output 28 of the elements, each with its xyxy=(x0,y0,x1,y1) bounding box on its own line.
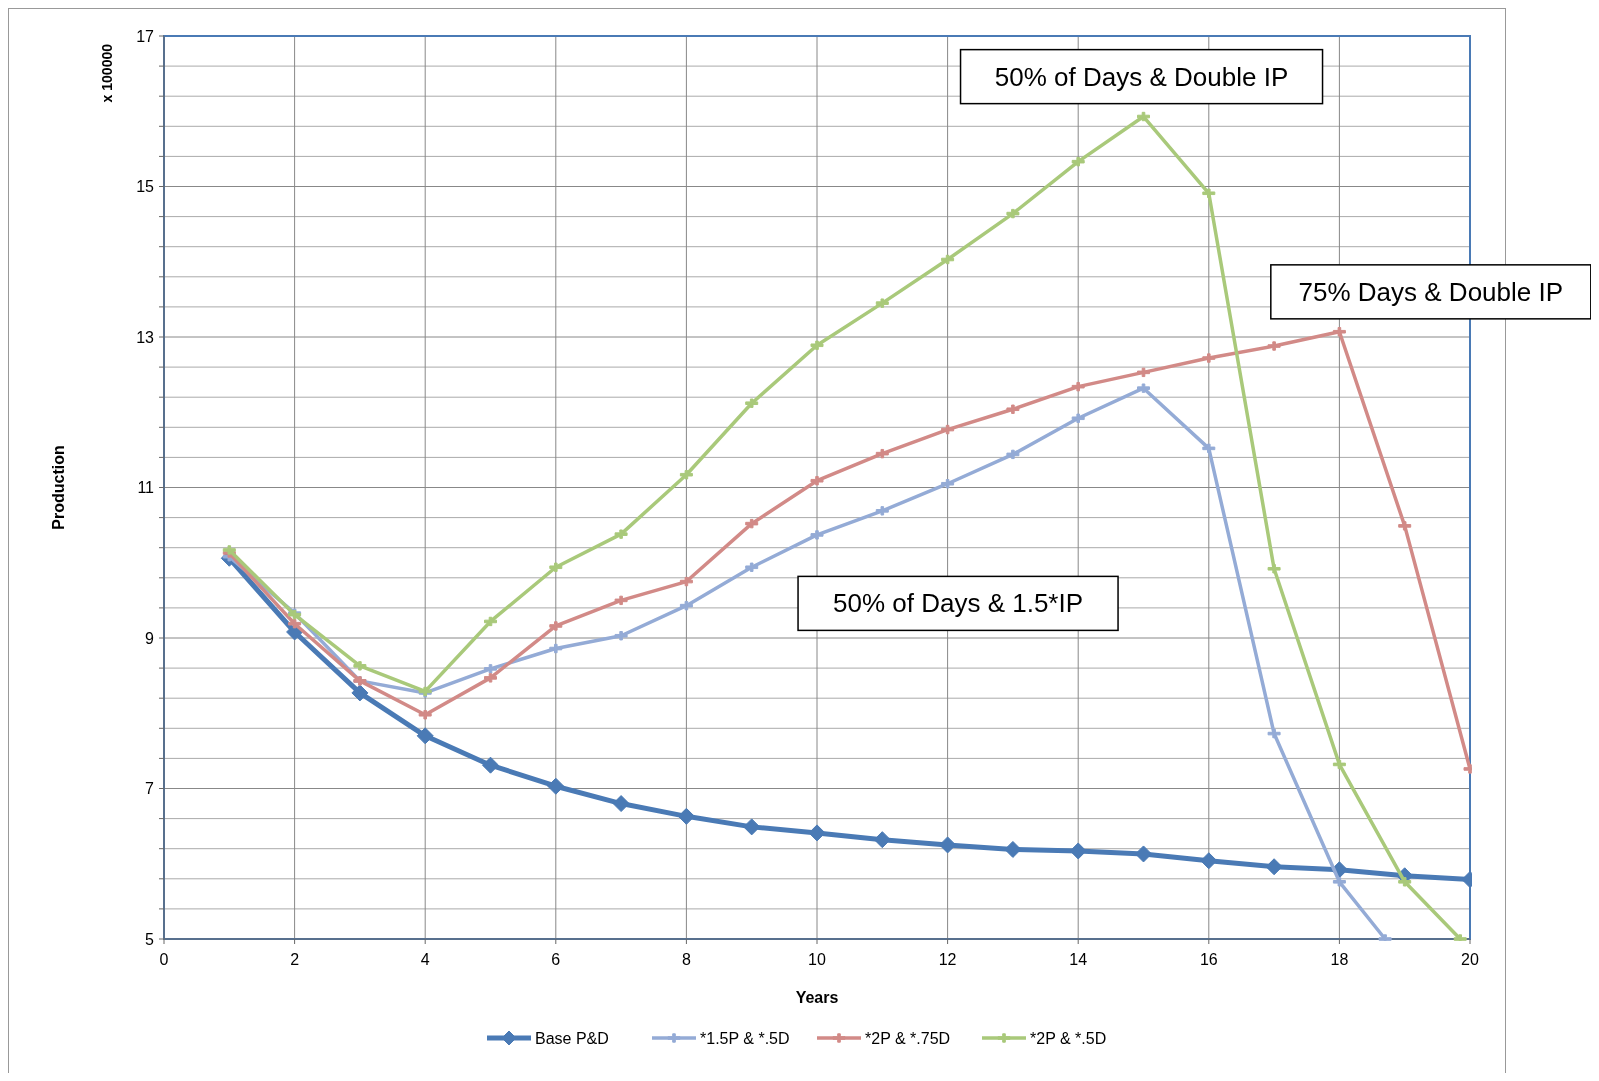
y-tick-label: 5 xyxy=(145,930,155,948)
x-tick-label: 6 xyxy=(551,951,561,968)
x-tick-label: 12 xyxy=(938,951,957,968)
x-tick-label: 4 xyxy=(420,951,430,968)
legend-label: Base P&D xyxy=(535,1029,609,1047)
legend-label: *2P & *.5D xyxy=(1030,1029,1107,1047)
annotation: 50% of Days & 1.5*IP xyxy=(833,588,1084,619)
y-tick-label: 11 xyxy=(137,479,155,497)
x-tick-label: 16 xyxy=(1199,951,1218,968)
y-tick-label: 17 xyxy=(136,27,155,45)
y-tick-label: 15 xyxy=(136,178,155,196)
x-tick-label: 18 xyxy=(1330,951,1349,968)
x-tick-label: 8 xyxy=(681,951,691,968)
y-tick-label: 7 xyxy=(145,780,155,798)
y-axis-title: Production xyxy=(50,445,67,530)
x-tick-label: 0 xyxy=(159,951,169,968)
x-axis-title: Years xyxy=(795,989,839,1006)
x-tick-label: 2 xyxy=(290,951,300,968)
y-tick-label: 9 xyxy=(145,629,155,647)
x-tick-label: 14 xyxy=(1069,951,1088,968)
x-tick-label: 20 xyxy=(1461,951,1479,968)
legend-label: *1.5P & *.5D xyxy=(700,1029,790,1047)
x-tick-label: 10 xyxy=(808,951,826,968)
annotation: 75% Days & Double IP xyxy=(1298,276,1564,307)
text: x 100000 xyxy=(99,43,115,103)
legend-label: *2P & *.75D xyxy=(865,1029,951,1047)
y-tick-label: 13 xyxy=(136,328,155,346)
annotation: 50% of Days & Double IP xyxy=(994,61,1289,92)
